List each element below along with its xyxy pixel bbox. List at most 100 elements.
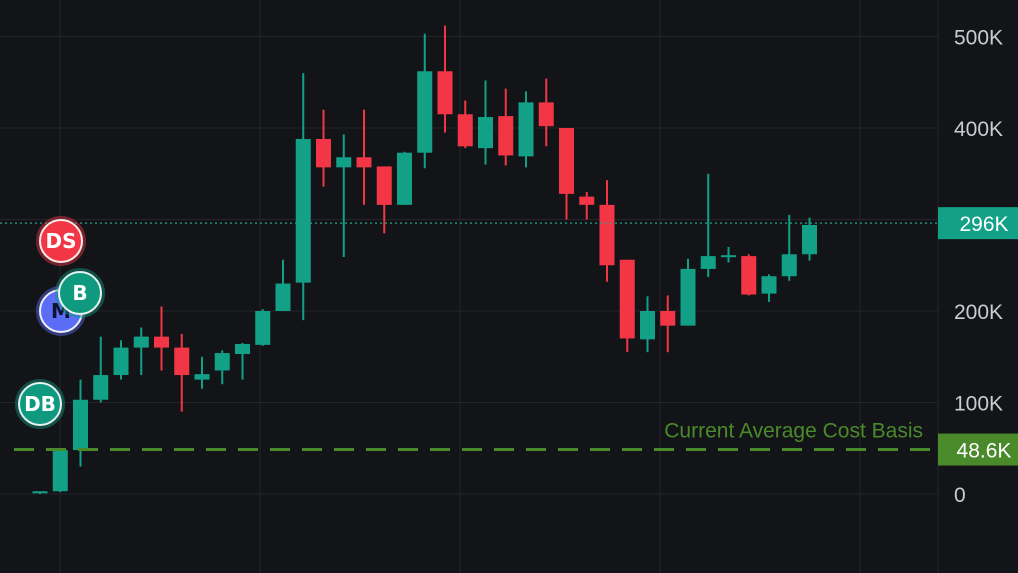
marker-ring (15, 379, 65, 429)
y-tick-label: 100K (954, 393, 1003, 416)
chart-overlays: Current Average Cost Basis (0, 222, 938, 452)
candle-body (336, 157, 352, 168)
candle (52, 448, 68, 493)
candle (579, 192, 595, 220)
marker-label: B (72, 281, 87, 305)
candle (113, 340, 129, 380)
candle-body (802, 224, 817, 255)
candle-body (133, 336, 149, 348)
marker-b[interactable]: B (55, 268, 105, 318)
candle (316, 109, 331, 187)
candle (417, 33, 433, 169)
candle (235, 343, 250, 380)
price-axis: 0100K200K300K400K500K (937, 0, 1003, 573)
candle-body (235, 343, 250, 355)
candle (640, 296, 655, 353)
candle-body (255, 311, 271, 345)
candle-body (174, 347, 190, 376)
candle-body (721, 255, 736, 258)
candle (559, 128, 574, 220)
candle (356, 109, 372, 205)
candle (255, 309, 271, 346)
y-tick-label: 200K (954, 301, 1003, 324)
candle (93, 336, 109, 403)
candle-body (52, 450, 68, 492)
candle (194, 356, 210, 389)
candle (538, 78, 554, 147)
candle (802, 217, 817, 261)
marker-label: DB (24, 392, 56, 416)
candle-body (498, 116, 514, 156)
marker-ring (55, 268, 105, 318)
candle (73, 379, 88, 467)
cost-basis-tag (938, 433, 1018, 466)
candle-body (680, 268, 696, 326)
candle (154, 306, 169, 371)
cost-basis-label: Current Average Cost Basis (664, 420, 923, 443)
candle (721, 246, 736, 263)
candle-body (32, 491, 48, 494)
candle-body (316, 138, 331, 168)
candle-body (660, 311, 676, 326)
current-price-tag (938, 207, 1018, 240)
marker-badge (58, 271, 102, 315)
candle (32, 491, 48, 494)
candle (478, 80, 493, 165)
candle-body (376, 166, 392, 205)
marker-label: DS (45, 229, 76, 253)
candle (295, 73, 311, 321)
candle-body (457, 114, 473, 147)
candle-body (397, 152, 412, 205)
candle (599, 180, 615, 282)
candle-body (761, 276, 777, 294)
candle (680, 258, 696, 326)
candle-body (154, 336, 169, 348)
candle (457, 100, 473, 149)
candle (376, 166, 392, 234)
candle-body (356, 157, 372, 168)
candle-body (599, 204, 615, 266)
current-price-label: 296K (959, 213, 1008, 236)
candle-body (93, 375, 109, 400)
candle (660, 295, 676, 353)
candle (498, 88, 514, 166)
candle-body (275, 283, 291, 311)
candle (761, 274, 777, 302)
marker-badge (18, 382, 62, 426)
candle-body (700, 256, 716, 269)
candle (214, 350, 230, 385)
cost-basis-value: 48.6K (957, 440, 1012, 463)
candle-body (113, 347, 129, 376)
candle (336, 134, 352, 258)
candle-body (73, 399, 88, 451)
y-tick-label: 400K (954, 118, 1003, 141)
candle-body (640, 311, 655, 340)
candle-body (741, 256, 757, 295)
chart-grid (0, 0, 938, 573)
marker-db[interactable]: DB (15, 379, 65, 429)
candle (700, 173, 716, 278)
marker-ds[interactable]: DS (36, 216, 86, 266)
candle (174, 333, 190, 412)
y-tick-label: 0 (954, 484, 966, 507)
candle-body (295, 138, 311, 283)
candle-body (478, 117, 493, 149)
candle (741, 254, 757, 296)
candle-body (417, 71, 433, 153)
candle-body (518, 102, 534, 157)
candle (133, 327, 149, 376)
candle-body (437, 71, 453, 115)
candle (275, 259, 291, 311)
candle-body (781, 254, 797, 277)
candle (781, 214, 797, 281)
candle (437, 25, 453, 133)
candle (619, 259, 635, 353)
candle (518, 91, 534, 168)
candle-body (619, 259, 635, 339)
candle-body (559, 128, 574, 194)
axis-tags: 296K 48.6K (938, 207, 1018, 466)
candle (397, 151, 412, 205)
marker-ring (36, 216, 86, 266)
